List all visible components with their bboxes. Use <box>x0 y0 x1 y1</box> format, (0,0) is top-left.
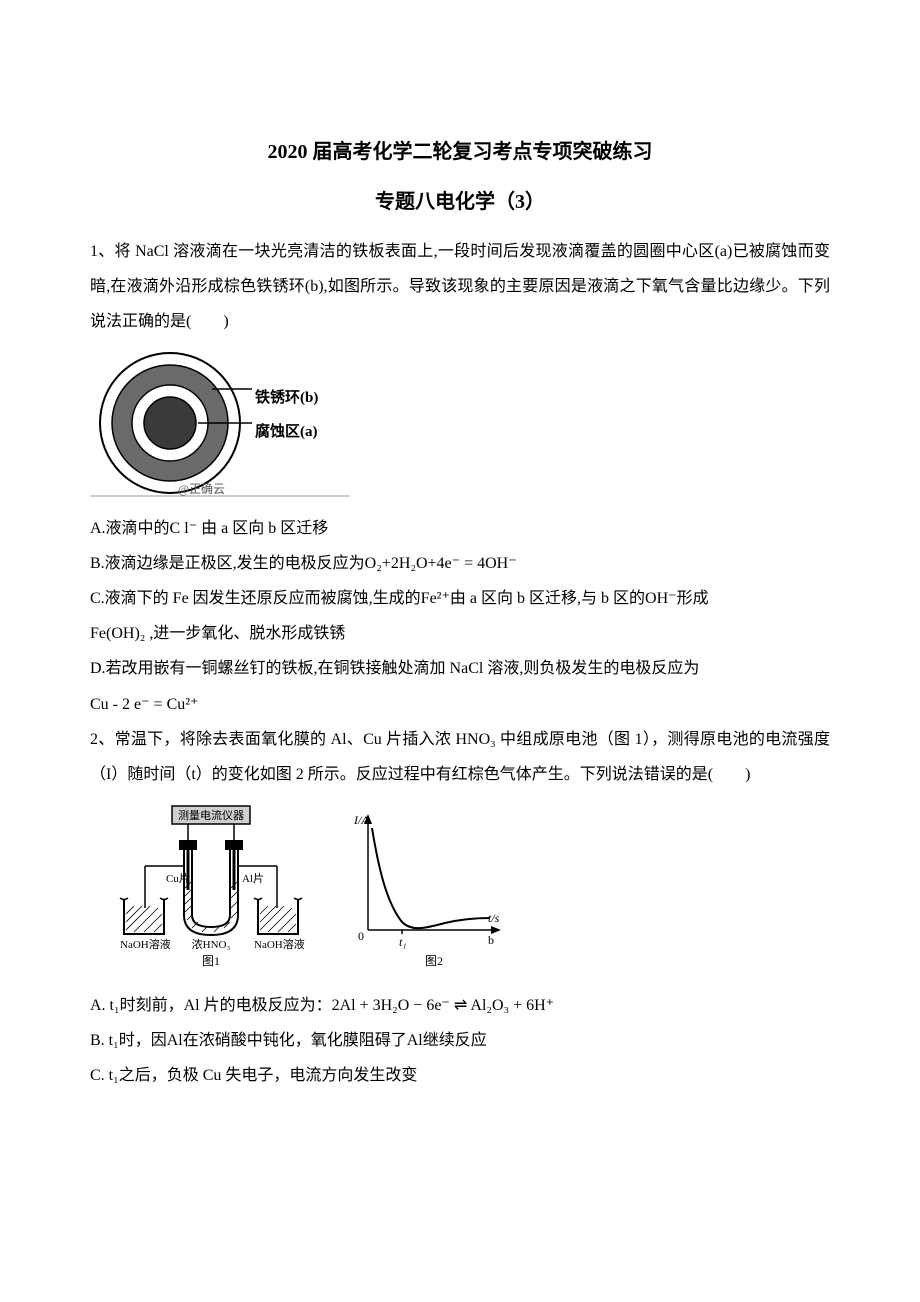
svg-text:Al片: Al片 <box>242 872 264 885</box>
svg-text:Cu片: Cu片 <box>166 872 190 885</box>
meter-label: 测量电流仪器 <box>178 808 244 822</box>
q1-fig-label-rust: 铁锈环(b) <box>255 382 318 415</box>
q1-option-d-1: D.若改用嵌有一铜螺丝钉的铁板,在铜铁接触处滴加 NaCl 溶液,则负极发生的电… <box>90 651 830 686</box>
svg-text:b: b <box>488 933 494 947</box>
q2-stem: 2、常温下，将除去表面氧化膜的 Al、Cu 片插入浓 HNO₃ 中组成原电池（图… <box>90 722 830 792</box>
q2-option-a: A. t₁时刻前，Al 片的电极反应为：2Al + 3H₂O − 6e⁻ ⇌ A… <box>90 988 830 1023</box>
svg-text:浓HNO₃: 浓HNO₃ <box>192 938 231 951</box>
svg-text:NaOH溶液: NaOH溶液 <box>254 937 305 951</box>
q2-option-b: B. t₁时，因Al在浓硝酸中钝化，氧化膜阻碍了Al继续反应 <box>90 1023 830 1058</box>
svg-text:图1: 图1 <box>202 954 220 968</box>
q1-stem: 1、将 NaCl 溶液滴在一块光亮清洁的铁板表面上,一段时间后发现液滴覆盖的圆圈… <box>90 234 830 340</box>
svg-text:0: 0 <box>358 929 364 943</box>
q2-option-c: C. t₁之后，负极 Cu 失电子，电流方向发生改变 <box>90 1058 830 1093</box>
q1-option-c-1: C.液滴下的 Fe 因发生还原反应而被腐蚀,生成的Fe²⁺由 a 区向 b 区迁… <box>90 581 830 616</box>
q1-option-a: A.液滴中的C l⁻ 由 a 区向 b 区迁移 <box>90 511 830 546</box>
svg-text:I/A: I/A <box>353 813 369 827</box>
page-title: 2020 届高考化学二轮复习考点专项突破练习 <box>90 130 830 174</box>
q1-figure: 铁锈环(b) 腐蚀区(a) @正确云 <box>90 348 830 503</box>
svg-text:t₁: t₁ <box>399 935 407 949</box>
page-subtitle: 专题八电化学（3） <box>90 180 830 224</box>
q1-fig-watermark: @正确云 <box>178 476 225 502</box>
q2-figure: 测量电流仪器 <box>90 800 830 980</box>
svg-text:NaOH溶液: NaOH溶液 <box>120 937 171 951</box>
q1-option-c-2: Fe(OH)₂ ,进一步氧化、脱水形成铁锈 <box>90 616 830 651</box>
q1-fig-label-corrode: 腐蚀区(a) <box>255 416 318 449</box>
q1-option-d-2: Cu - 2 e⁻ = Cu²⁺ <box>90 687 830 722</box>
svg-text:图2: 图2 <box>425 954 443 968</box>
q1-option-b: B.液滴边缘是正极区,发生的电极反应为O₂+2H₂O+4e⁻ = 4OH⁻ <box>90 546 830 581</box>
